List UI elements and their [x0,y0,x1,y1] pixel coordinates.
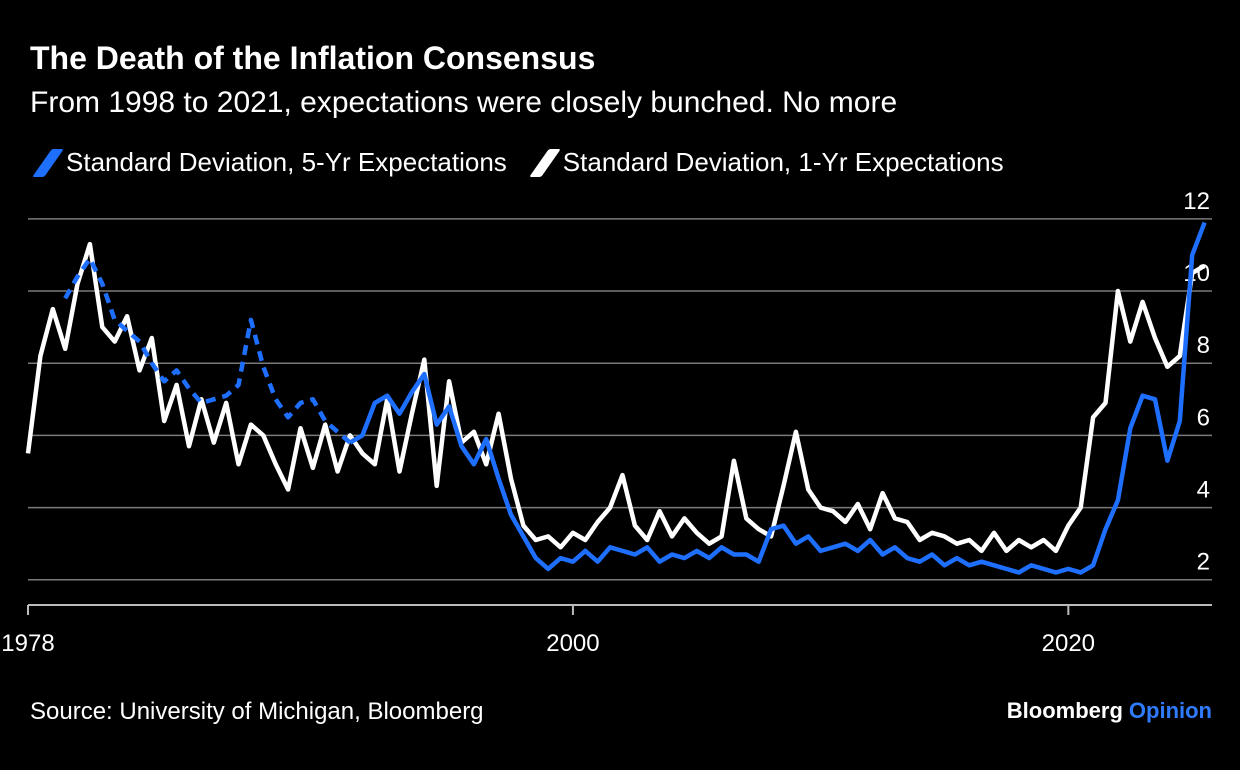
y-tick-label-12: 12 [1183,188,1210,215]
legend-label-1yr: Standard Deviation, 1-Yr Expectations [562,147,1004,177]
y-tick-label-6: 6 [1197,404,1210,431]
chart-title: The Death of the Inflation Consensus [30,40,596,76]
y-tick-label-2: 2 [1197,549,1210,576]
y-tick-label-8: 8 [1197,332,1210,359]
series-line-5yr [348,221,1207,575]
x-tick-label-2000: 2000 [546,630,599,657]
legend-swatch-5yr [32,148,64,177]
legend-item-1yr: Standard Deviation, 1-Yr Expectations [527,147,1004,178]
brand-name: Bloomberg [1006,698,1123,723]
brand-logo: Bloomberg Opinion [1007,698,1212,724]
legend: Standard Deviation, 5-Yr Expectations St… [30,147,1024,178]
y-tick-label-10: 10 [1183,260,1210,287]
brand-accent: Opinion [1128,698,1212,723]
series-line-1yr [25,241,1206,554]
chart-subtitle: From 1998 to 2021, expectations were clo… [30,86,898,119]
series-line-5yr-dashed [63,256,352,445]
legend-swatch-1yr [528,148,561,177]
line-chart: 2 4 6 8 10 12 1978 2000 2020 [1,188,1212,657]
x-tick-label-2020: 2020 [1042,630,1095,657]
y-tick-label-4: 4 [1197,477,1210,504]
legend-label-5yr: Standard Deviation, 5-Yr Expectations [66,147,507,177]
source-note: Source: University of Michigan, Bloomber… [30,698,484,725]
legend-item-5yr: Standard Deviation, 5-Yr Expectations [30,147,507,178]
x-tick-label-1978: 1978 [1,630,54,657]
